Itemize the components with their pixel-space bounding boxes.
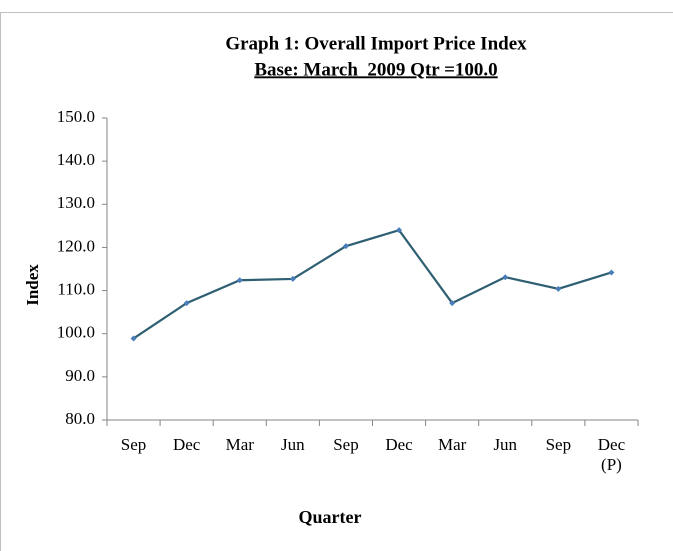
data-point	[342, 243, 349, 250]
x-tick-label: Sep	[545, 435, 572, 454]
x-tick-label: Dec	[172, 435, 201, 454]
y-tick-label: 150.0	[57, 107, 95, 126]
data-point	[130, 335, 137, 342]
chart-title: Graph 1: Overall Import Price Index	[225, 33, 527, 54]
x-axis-label: Quarter	[299, 507, 362, 527]
y-tick-label: 80.0	[65, 409, 95, 428]
y-tick-label: 100.0	[57, 323, 95, 342]
y-tick-label: 140.0	[57, 150, 95, 169]
chart-subtitle: Base: March 2009 Qtr =100.0	[254, 59, 497, 80]
y-tick-label: 90.0	[65, 366, 95, 385]
x-tick-label: Jun	[281, 435, 305, 454]
data-point	[289, 275, 296, 282]
y-tick-label: 130.0	[57, 193, 95, 212]
x-tick-label: Mar	[225, 435, 254, 454]
data-point	[555, 285, 562, 292]
x-tick-label: Sep	[120, 435, 147, 454]
data-point	[396, 227, 403, 234]
y-tick-label: 110.0	[57, 279, 95, 298]
chart-border	[0, 12, 673, 551]
data-point	[449, 300, 456, 307]
x-tick-label: Sep	[333, 435, 359, 454]
y-tick-label: 120.0	[57, 236, 95, 255]
x-tick-label: Dec	[385, 435, 413, 454]
data-point	[608, 269, 615, 276]
x-tick-label: Dec (P)	[597, 435, 626, 474]
data-point	[236, 277, 243, 284]
y-axis-label: Index	[23, 264, 42, 306]
x-tick-label: Mar	[437, 435, 467, 454]
x-tick-label: Jun	[493, 435, 518, 454]
series-line	[132, 228, 612, 340]
data-point	[183, 300, 190, 307]
data-point	[502, 274, 509, 281]
